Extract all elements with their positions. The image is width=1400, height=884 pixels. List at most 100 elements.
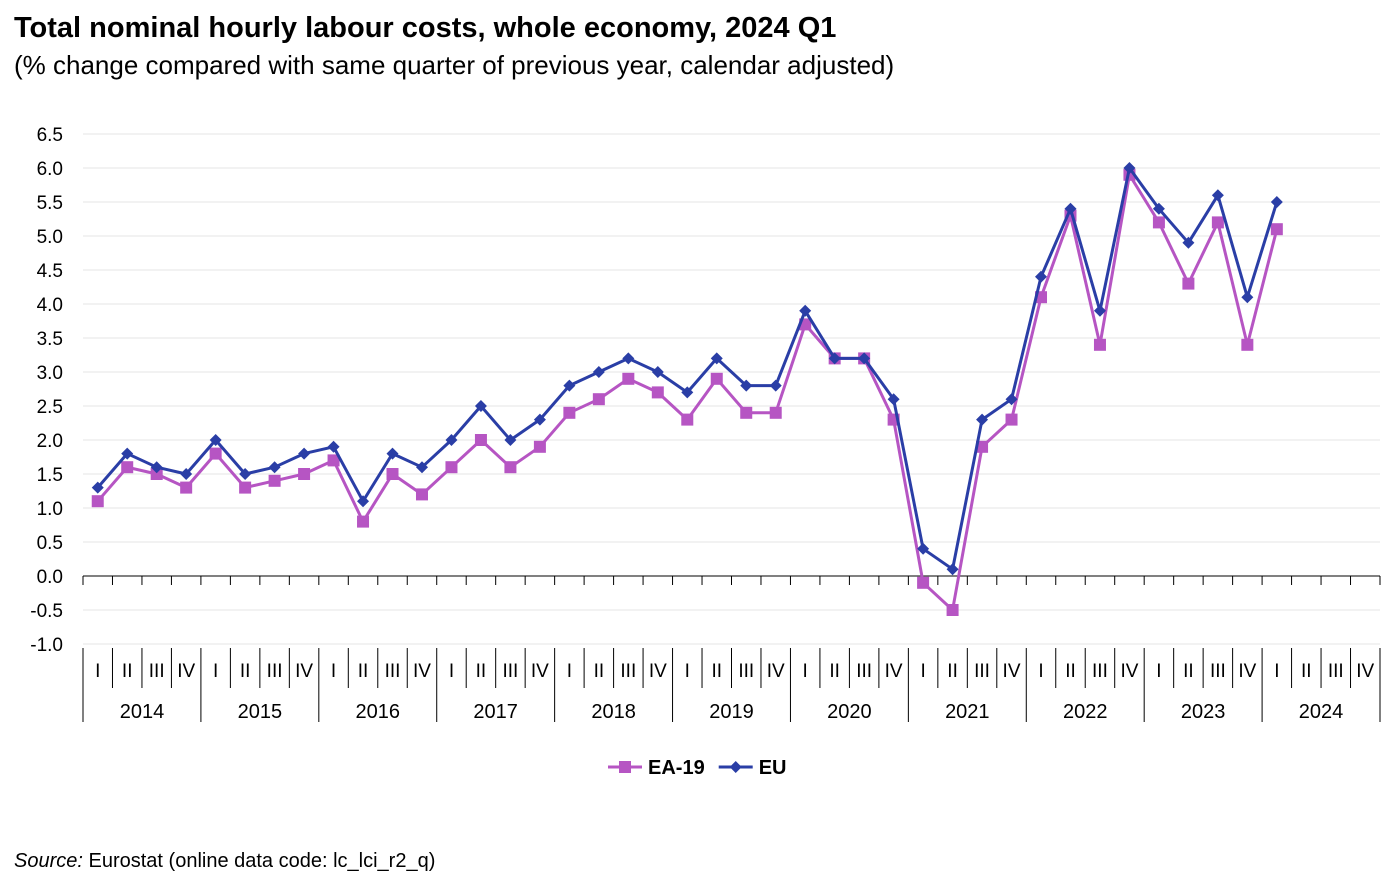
quarter-label: I [1156,661,1161,682]
data-point-eu [622,352,635,365]
data-point-eu [917,542,930,555]
data-point-eu [710,352,723,365]
quarter-label: II [711,661,722,682]
data-point-eu [651,366,664,378]
quarter-label: IV [1238,661,1256,682]
quarter-label: III [620,661,636,682]
data-point-ea-19 [180,481,193,494]
y-tick-label: 0.5 [37,533,63,554]
year-label: 2020 [827,701,872,723]
quarter-label: II [476,661,487,682]
quarter-label: I [567,661,572,682]
y-tick-label: 3.5 [37,329,63,350]
data-point-eu [1270,196,1283,208]
quarter-label: IV [177,661,195,682]
data-point-eu [268,461,281,474]
data-point-eu [1211,189,1224,202]
data-point-ea-19 [1182,277,1195,290]
data-point-ea-19 [268,474,281,487]
data-point-eu [474,400,487,412]
quarter-label: IV [885,661,903,682]
data-point-ea-19 [415,488,428,501]
data-point-ea-19 [769,406,782,419]
legend-label: EA-19 [648,757,705,779]
quarter-label: IV [767,661,785,682]
data-point-eu [769,379,782,392]
data-point-eu [799,304,812,317]
chart-title: Total nominal hourly labour costs, whole… [14,12,837,44]
data-point-eu [592,366,605,378]
quarter-label: III [149,661,165,682]
quarter-label: II [358,661,369,682]
data-point-eu [298,447,311,460]
data-point-ea-19 [976,440,989,453]
data-point-ea-19 [121,461,134,474]
data-point-ea-19 [917,576,930,589]
data-point-ea-19 [445,461,458,474]
data-point-eu [121,447,134,460]
y-tick-label: -1.0 [30,635,63,656]
data-point-eu [1064,202,1077,215]
chart-subtitle: (% change compared with same quarter of … [14,50,895,80]
quarter-label: III [738,661,754,682]
data-point-eu [504,434,517,446]
year-label: 2017 [473,701,518,723]
quarter-label: IV [1003,661,1021,682]
y-tick-label: 5.5 [37,193,63,214]
y-tick-label: 1.0 [37,499,63,520]
data-point-eu [1005,393,1018,406]
data-point-eu [91,481,104,494]
data-point-ea-19 [1005,413,1018,426]
y-tick-label: 6.0 [37,159,63,180]
quarter-label: II [594,661,605,682]
quarter-label: III [856,661,872,682]
quarter-label: II [947,661,958,682]
y-tick-label: 4.5 [37,261,63,282]
year-label: 2014 [120,701,165,723]
quarter-label: IV [649,661,667,682]
quarter-label: I [331,661,336,682]
quarter-label: I [1274,661,1279,682]
data-point-ea-19 [1270,223,1283,236]
quarter-label: III [1328,661,1344,682]
data-point-eu [209,434,222,446]
data-point-ea-19 [239,481,252,494]
quarter-label: IV [413,661,431,682]
data-point-ea-19 [1211,216,1224,229]
data-point-eu [445,434,458,446]
data-point-ea-19 [298,468,311,480]
quarter-label: III [385,661,401,682]
data-point-ea-19 [209,447,222,460]
source-label: Source: [14,850,83,872]
data-point-ea-19 [150,468,163,480]
year-label: 2015 [238,701,283,723]
quarter-label: I [803,661,808,682]
y-tick-label: 6.5 [37,125,63,146]
legend-marker [619,761,631,773]
data-point-ea-19 [592,393,605,406]
data-point-eu [1241,291,1254,304]
data-point-ea-19 [504,461,517,474]
quarter-label: II [829,661,840,682]
quarter-label: I [95,661,100,682]
y-tick-label: 1.5 [37,465,63,486]
data-point-eu [563,379,576,392]
data-point-eu [386,447,399,460]
y-tick-label: 2.0 [37,431,63,452]
data-point-eu [1182,236,1195,249]
data-point-eu [1152,202,1165,215]
quarter-label: I [1038,661,1043,682]
data-point-eu [740,379,753,392]
quarter-label: III [1210,661,1226,682]
data-point-ea-19 [946,604,959,616]
year-label: 2024 [1299,701,1344,723]
data-point-eu [1093,304,1106,317]
data-point-ea-19 [357,515,370,528]
data-point-eu [327,440,340,453]
data-point-ea-19 [474,434,487,446]
data-point-eu [239,468,252,480]
year-label: 2019 [709,701,754,723]
quarter-label: IV [1120,661,1138,682]
quarter-label: I [920,661,925,682]
